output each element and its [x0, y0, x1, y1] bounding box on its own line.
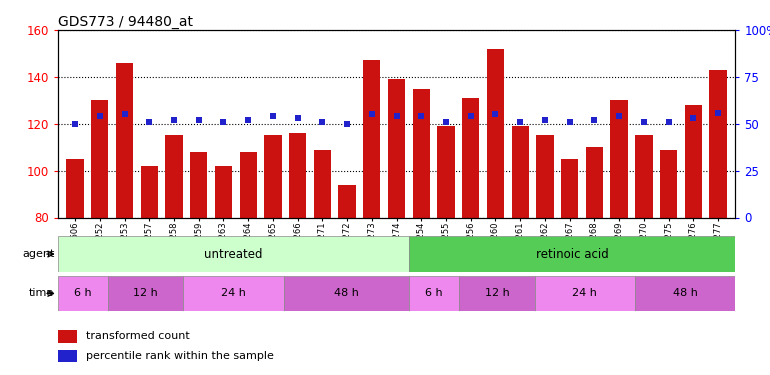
Text: 6 h: 6 h [74, 288, 92, 298]
Bar [487, 49, 504, 217]
Bar [511, 126, 529, 218]
Bar [413, 88, 430, 218]
Bar [409, 276, 459, 311]
Bar [561, 159, 578, 218]
Text: 24 h: 24 h [221, 288, 246, 298]
Text: 48 h: 48 h [673, 288, 698, 298]
Bar [635, 276, 735, 311]
Text: 12 h: 12 h [484, 288, 509, 298]
Text: percentile rank within the sample: percentile rank within the sample [86, 351, 274, 361]
Bar [91, 100, 109, 218]
Text: transformed count: transformed count [86, 332, 190, 342]
Bar [264, 135, 282, 218]
Bar [534, 276, 635, 311]
Bar [58, 236, 409, 272]
Text: 24 h: 24 h [572, 288, 598, 298]
Bar [58, 276, 108, 311]
Bar [363, 60, 380, 217]
Bar [190, 152, 207, 217]
Bar [462, 98, 480, 218]
Bar [116, 63, 133, 217]
Text: time: time [29, 288, 55, 298]
Bar [660, 150, 678, 217]
Text: agent: agent [22, 249, 55, 259]
Bar [108, 276, 183, 311]
Text: GDS773 / 94480_at: GDS773 / 94480_at [58, 15, 192, 29]
Bar [141, 166, 158, 218]
Bar [459, 276, 534, 311]
Bar [635, 135, 652, 218]
Bar [586, 147, 603, 218]
Bar [437, 126, 454, 218]
Text: 6 h: 6 h [425, 288, 443, 298]
Text: retinoic acid: retinoic acid [536, 248, 608, 261]
Text: 48 h: 48 h [334, 288, 359, 298]
Bar [215, 166, 232, 218]
Bar [283, 276, 409, 311]
Bar [709, 70, 727, 217]
Bar [611, 100, 628, 218]
Bar [66, 159, 84, 218]
Bar [685, 105, 702, 218]
Bar [388, 79, 405, 218]
Bar [313, 150, 331, 217]
Bar [58, 330, 77, 343]
Bar [339, 185, 356, 218]
Text: 12 h: 12 h [133, 288, 158, 298]
Bar [409, 236, 735, 272]
Bar [166, 135, 182, 218]
Bar [289, 133, 306, 218]
Bar [239, 152, 257, 217]
Bar [183, 276, 283, 311]
Bar [536, 135, 554, 218]
Bar [58, 350, 77, 362]
Text: untreated: untreated [204, 248, 263, 261]
